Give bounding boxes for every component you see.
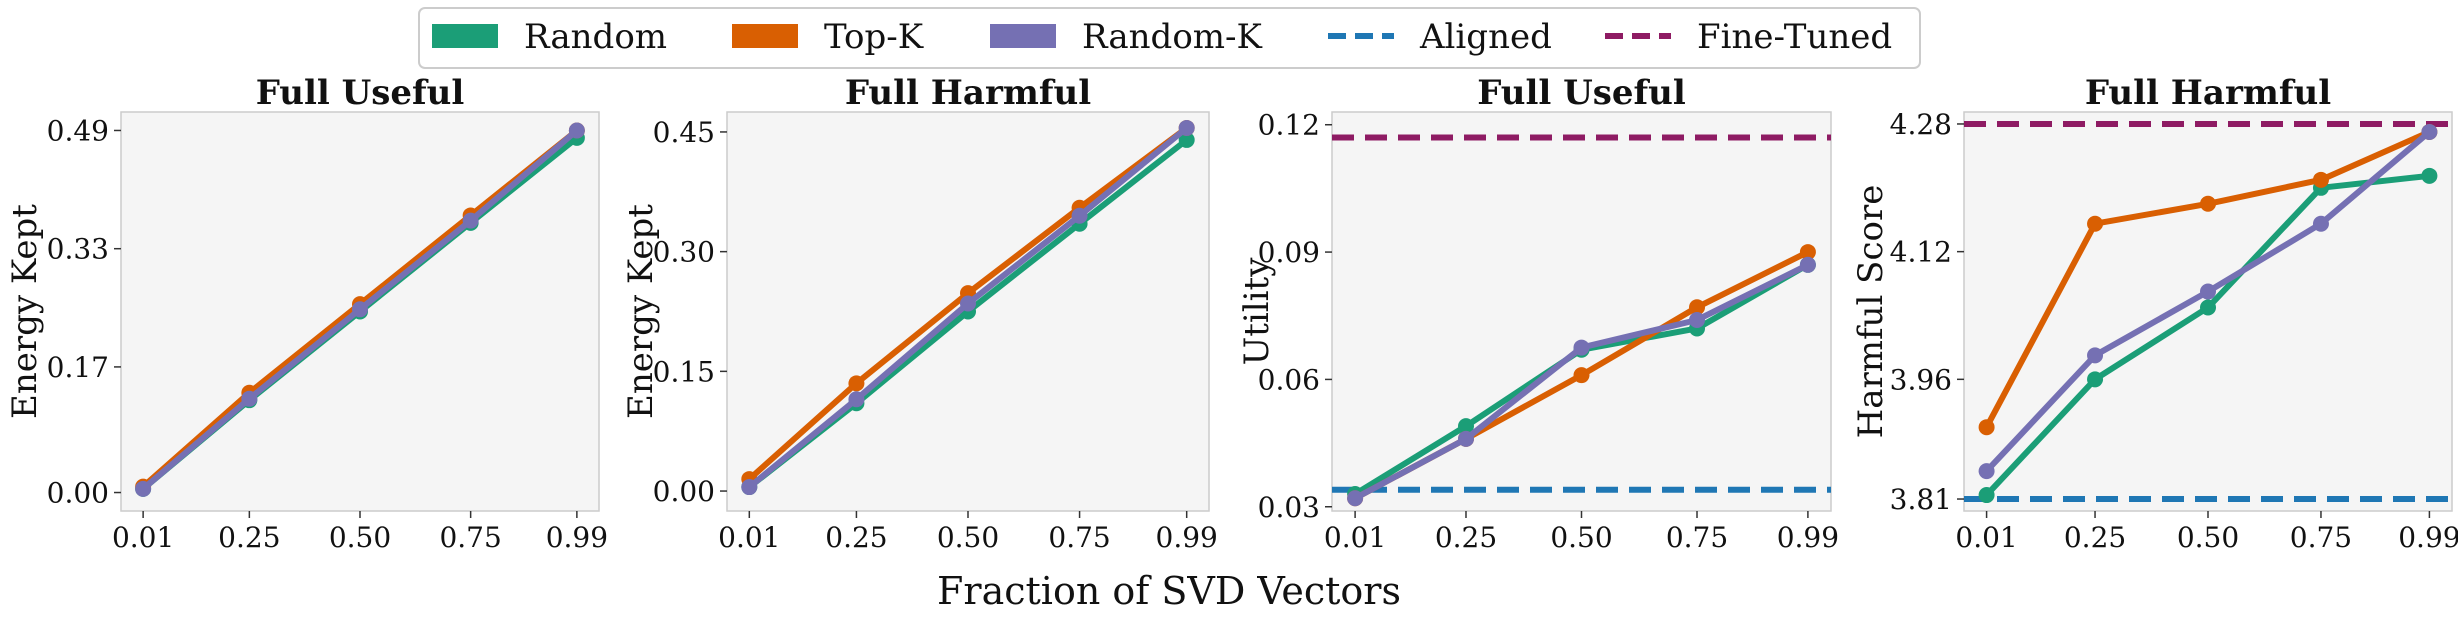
- y-tick-label: 0.06: [1258, 363, 1320, 396]
- chart-panel: Full Useful Energy Kept 0.01 0.25 0.50 0.75 0.…: [5, 73, 608, 554]
- data-point-random: [1457, 418, 1474, 435]
- data-point-random-k: [568, 122, 585, 139]
- data-point-random: [2200, 299, 2216, 316]
- data-point-random-k: [2312, 215, 2329, 232]
- x-tick-label: 0.75: [2290, 521, 2352, 554]
- y-tick-label: 0.30: [653, 236, 715, 269]
- x-tick-label: 0.01: [112, 521, 174, 554]
- data-point-random-k: [1347, 490, 1364, 507]
- data-point-random-k: [1689, 311, 1706, 328]
- data-point-random-k: [1457, 430, 1474, 447]
- y-tick-label: 0.15: [653, 355, 715, 388]
- y-tick-label: 3.81: [1890, 483, 1952, 516]
- x-tick-label: 0.99: [546, 521, 608, 554]
- data-point-top-k: [1573, 367, 1590, 384]
- data-point-top-k: [2312, 171, 2329, 188]
- legend-label: Fine-Tuned: [1697, 17, 1892, 57]
- chart-panels: Full Useful Energy Kept 0.01 0.25 0.50 0.75 0.…: [5, 73, 2458, 554]
- x-tick-label: 0.99: [2398, 521, 2458, 554]
- y-tick-label: 3.96: [1890, 363, 1952, 396]
- x-tick-label: 0.01: [1955, 521, 2017, 554]
- shared-x-axis-label: Fraction of SVD Vectors: [937, 569, 1401, 613]
- y-tick-label: 0.45: [653, 116, 715, 149]
- data-point-random-k: [135, 480, 152, 497]
- data-point-random: [2087, 371, 2104, 388]
- x-tick-label: 0.25: [218, 521, 280, 554]
- legend-swatch: [432, 24, 498, 48]
- legend-swatch: [990, 24, 1056, 48]
- chart-panel: Full Harmful Harmful Score 0.01 0.25 0.50 0.7…: [1851, 73, 2458, 554]
- data-point-random-k: [352, 301, 368, 318]
- y-tick-label: 0.03: [1258, 491, 1320, 524]
- x-tick-label: 0.50: [2177, 521, 2239, 554]
- data-point-random-k: [960, 295, 976, 312]
- x-tick-label: 0.25: [825, 521, 887, 554]
- data-point-random-k: [2200, 283, 2216, 300]
- data-point-random: [1178, 131, 1195, 148]
- y-tick-label: 0.00: [47, 477, 109, 510]
- x-tick-label: 0.75: [1666, 521, 1728, 554]
- panel-title: Full Useful: [1477, 73, 1686, 113]
- y-tick-label: 0.09: [1258, 236, 1320, 269]
- y-axis-label: Energy Kept: [621, 204, 661, 419]
- data-point-random: [1978, 487, 1995, 504]
- y-tick-label: 0.33: [47, 233, 109, 266]
- data-point-random-k: [1799, 256, 1816, 273]
- y-axis-label: Utility: [1237, 257, 1277, 366]
- legend-label: Top-K: [824, 17, 924, 57]
- panel-title: Full Useful: [256, 73, 465, 113]
- y-tick-label: 0.00: [653, 475, 715, 508]
- y-axis-label: Energy Kept: [5, 204, 45, 419]
- legend-label: Aligned: [1419, 17, 1552, 57]
- x-tick-label: 0.50: [329, 521, 391, 554]
- y-tick-label: 4.28: [1890, 108, 1952, 141]
- data-point-random-k: [1071, 207, 1088, 224]
- data-point-random-k: [1573, 339, 1590, 356]
- data-point-top-k: [1799, 244, 1816, 261]
- y-tick-label: 4.12: [1890, 236, 1952, 269]
- panel-title: Full Harmful: [845, 73, 1091, 113]
- chart-panel: Full Useful Utility 0.01 0.25 0.50 0.75 0.99 0.…: [1237, 73, 1839, 554]
- y-tick-label: 0.12: [1258, 109, 1320, 142]
- data-point-random-k: [848, 391, 865, 408]
- legend-label: Random-K: [1082, 17, 1263, 57]
- x-tick-label: 0.99: [1777, 521, 1839, 554]
- data-point-top-k: [848, 375, 865, 392]
- data-point-random-k: [2087, 347, 2104, 364]
- x-tick-label: 0.75: [1048, 521, 1110, 554]
- x-tick-label: 0.50: [1550, 521, 1612, 554]
- x-tick-label: 0.50: [937, 521, 999, 554]
- data-point-top-k: [2200, 195, 2216, 212]
- legend-label: Random: [524, 17, 667, 57]
- data-point-random-k: [741, 479, 758, 496]
- data-point-random-k: [2421, 123, 2438, 140]
- data-point-random-k: [241, 390, 258, 407]
- x-tick-label: 0.99: [1156, 521, 1218, 554]
- panel-title: Full Harmful: [2085, 73, 2331, 113]
- y-tick-label: 0.49: [47, 114, 109, 147]
- x-tick-label: 0.01: [1324, 521, 1386, 554]
- data-point-random: [2421, 167, 2438, 184]
- data-point-random-k: [462, 212, 479, 229]
- x-tick-label: 0.75: [439, 521, 501, 554]
- legend-frame: [418, 7, 1921, 69]
- y-tick-label: 0.17: [47, 351, 109, 384]
- x-tick-label: 0.25: [1435, 521, 1497, 554]
- y-axis-label: Harmful Score: [1851, 185, 1891, 439]
- data-point-random-k: [1178, 119, 1195, 136]
- plot-area: [1331, 111, 1832, 512]
- data-point-top-k: [1978, 419, 1995, 436]
- x-tick-label: 0.25: [2064, 521, 2126, 554]
- x-tick-label: 0.01: [718, 521, 780, 554]
- chart-panel: Full Harmful Energy Kept 0.01 0.25 0.50 0.75 0…: [621, 73, 1218, 554]
- legend-swatch: [732, 24, 798, 48]
- data-point-top-k: [2087, 215, 2104, 232]
- legend: Random Top-K Random-K Aligned Fine-Tuned: [418, 7, 1921, 69]
- data-point-random-k: [1978, 463, 1995, 480]
- data-point-top-k: [1689, 299, 1706, 316]
